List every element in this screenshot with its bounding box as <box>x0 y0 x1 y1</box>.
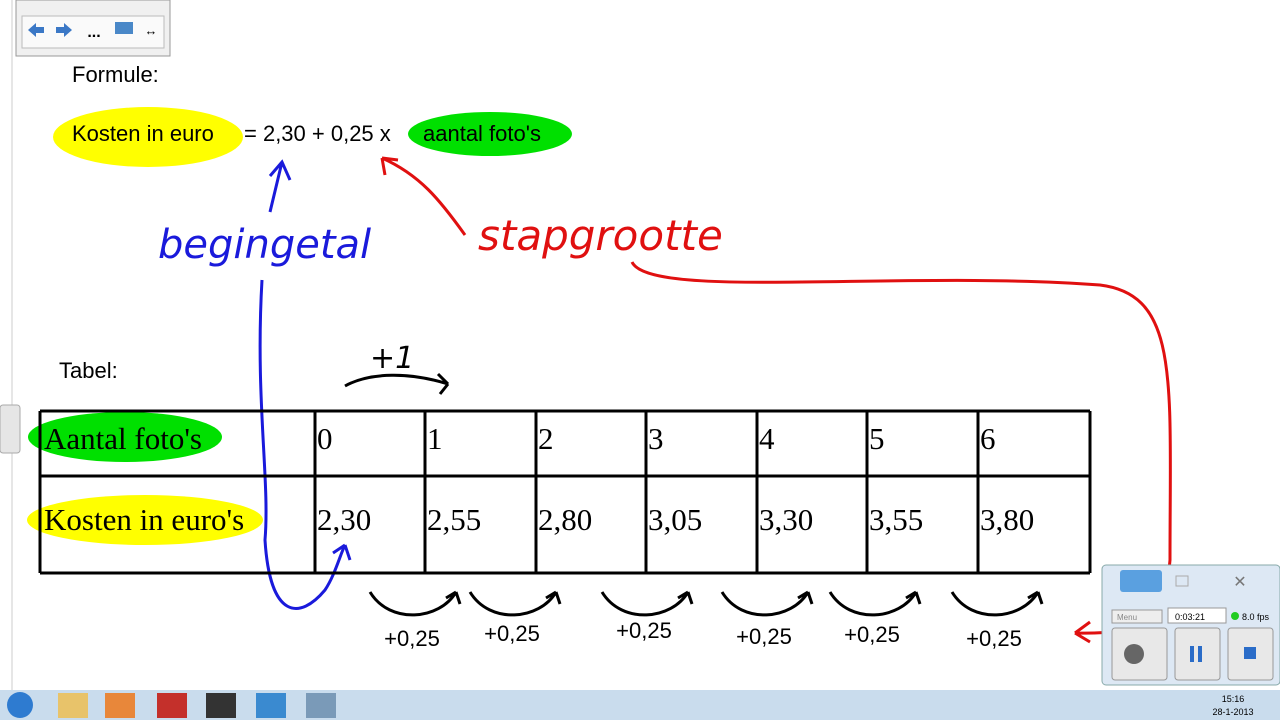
formula-rhs: aantal foto's <box>423 121 541 146</box>
table-cell: 2,55 <box>427 502 481 537</box>
step-arrow <box>950 590 1044 617</box>
table-cell: 6 <box>980 421 996 456</box>
pause-icon <box>1198 646 1202 662</box>
status-dot <box>1231 612 1239 620</box>
highlight <box>53 107 243 167</box>
formula-label: Formule: <box>72 62 159 87</box>
timer-box <box>1167 607 1227 624</box>
highlight <box>27 495 263 545</box>
arrows <box>258 156 1172 644</box>
note-increment: +1 <box>370 341 414 376</box>
table-cell: 2,30 <box>317 502 371 537</box>
step-label: +0,25 <box>736 624 792 649</box>
side-tab[interactable] <box>0 404 21 454</box>
table-cell: 5 <box>869 421 885 456</box>
arrow <box>268 159 292 213</box>
row-header: Aantal foto's <box>44 421 202 456</box>
step-arrows: +0,25 +0,25 +0,25 +0,25 +0,25 +0,25 <box>368 590 1044 651</box>
clock-date: 28-1-2013 <box>1212 707 1253 717</box>
pause-icon <box>1190 646 1194 662</box>
table: Aantal foto's 0 1 2 3 4 5 6 Kosten in euro's 2,30… <box>38 409 1092 575</box>
taskbar-app[interactable] <box>58 693 88 718</box>
note-step: stapgrootte <box>478 211 723 260</box>
clock-time: 15:16 <box>1222 694 1245 704</box>
step-arrow <box>720 590 814 617</box>
back-button[interactable] <box>28 23 44 37</box>
highlight <box>408 112 572 156</box>
formula-lhs: Kosten in euro <box>72 121 214 146</box>
table-cell: 3,80 <box>980 502 1034 537</box>
step-arrow <box>828 590 922 617</box>
resize-button[interactable]: ↔ <box>145 23 158 38</box>
table-cell: 2,80 <box>538 502 592 537</box>
step-label: +0,25 <box>616 618 672 643</box>
taskbar-app[interactable] <box>105 693 135 718</box>
arrow <box>344 372 450 395</box>
minimize-button[interactable] <box>1120 570 1162 592</box>
table-cell: 3,30 <box>759 502 813 537</box>
table-cell: 3 <box>648 421 664 456</box>
arrow <box>380 156 467 236</box>
taskbar-app[interactable] <box>306 693 336 718</box>
start-button[interactable] <box>7 692 33 718</box>
step-label: +0,25 <box>484 621 540 646</box>
arrow <box>258 279 352 610</box>
taskbar-app[interactable] <box>206 693 236 718</box>
note-start: begingetal <box>158 222 371 268</box>
taskbar: 15:16 28-1-2013 <box>0 690 1280 720</box>
recorder: ✕ Menu 0:03:21 8.0 fps <box>1101 564 1280 686</box>
step-arrow <box>468 590 562 617</box>
step-arrow <box>368 590 462 617</box>
step-label: +0,25 <box>384 626 440 651</box>
table-cell: 3,05 <box>648 502 702 537</box>
stop-icon <box>1244 647 1256 659</box>
table-label: Tabel: <box>59 358 118 383</box>
formula-middle: = 2,30 + 0,25 x <box>244 121 391 146</box>
table-cell: 4 <box>759 421 775 456</box>
menu-label: Menu <box>1117 613 1137 622</box>
more-button[interactable]: ... <box>87 24 100 41</box>
step-label: +0,25 <box>844 622 900 647</box>
toolbar-body <box>21 15 165 49</box>
step-label: +0,25 <box>966 626 1022 651</box>
row-header: Kosten in euro's <box>44 502 244 537</box>
screen-button[interactable] <box>115 22 133 34</box>
record-icon <box>1124 644 1144 664</box>
timer: 0:03:21 <box>1175 612 1205 622</box>
step-arrow <box>600 590 694 617</box>
taskbar-app[interactable] <box>157 693 187 718</box>
table-cell: 0 <box>317 421 333 456</box>
close-button[interactable]: ✕ <box>1233 574 1246 591</box>
taskbar-bg <box>0 690 1280 720</box>
pause-button[interactable] <box>1174 627 1221 681</box>
table-cell: 2 <box>538 421 554 456</box>
forward-button[interactable] <box>56 23 72 37</box>
maximize-button[interactable] <box>1175 575 1189 587</box>
table-cell: 1 <box>427 421 443 456</box>
table-cell: 3,55 <box>869 502 923 537</box>
menu-button[interactable] <box>1111 609 1163 624</box>
highlight <box>28 412 222 462</box>
toolbar: ... ↔ <box>15 0 171 57</box>
fps: 8.0 fps <box>1242 612 1270 622</box>
taskbar-app[interactable] <box>256 693 286 718</box>
